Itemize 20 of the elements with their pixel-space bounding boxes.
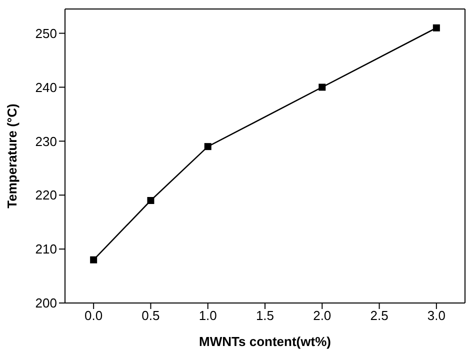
y-axis-title: Temperature (°C) (4, 104, 20, 208)
point (90, 256, 98, 264)
y-tick-label: 250 (35, 26, 57, 41)
point (204, 143, 212, 150)
x-axis-title: MWNTs content(wt%) (199, 334, 331, 349)
point (432, 24, 440, 32)
y-tick-label: 240 (35, 80, 57, 95)
y-tick-label: 230 (35, 134, 57, 149)
x-tick-label: 2.5 (370, 308, 388, 324)
point (318, 84, 326, 91)
y-tick-label: 210 (35, 242, 57, 257)
x-tick-label: 3.0 (427, 308, 446, 324)
y-tick-label: 200 (35, 296, 57, 311)
x-tick-label: 2.0 (313, 308, 332, 324)
x-tick-label: 1.5 (256, 308, 274, 324)
y-tick-label: 220 (35, 188, 57, 203)
point (147, 197, 154, 204)
x-tick-label: 0.0 (84, 308, 103, 324)
x-tick-label: 0.5 (142, 308, 160, 324)
x-tick-label: 1.0 (198, 308, 217, 324)
